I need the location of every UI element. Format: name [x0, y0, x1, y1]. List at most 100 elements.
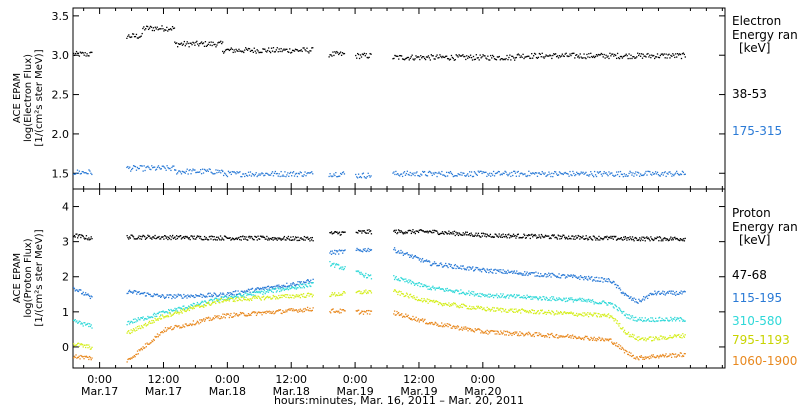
electron-data-point — [666, 57, 668, 59]
electron-data-point — [222, 170, 224, 173]
proton-data-point — [140, 327, 142, 330]
proton-data-point — [185, 236, 187, 238]
proton-data-point — [504, 330, 507, 333]
proton-data-point — [144, 317, 147, 320]
proton-data-point — [484, 294, 487, 296]
electron-data-point — [505, 171, 507, 173]
electron-data-point — [459, 55, 461, 57]
proton-data-point — [612, 317, 614, 320]
proton-data-point — [222, 292, 224, 294]
proton-data-point — [559, 277, 561, 279]
electron-data-point — [521, 172, 523, 175]
electron-data-point — [542, 172, 544, 174]
proton-data-point — [179, 326, 182, 328]
proton-data-point — [484, 309, 487, 312]
electron-data-point — [676, 56, 678, 58]
proton-data-point — [77, 342, 80, 344]
proton-data-point — [532, 309, 534, 311]
proton-data-point — [424, 318, 426, 321]
electron-data-point — [77, 52, 80, 54]
proton-data-point — [249, 291, 251, 293]
electron-data-point — [551, 57, 553, 60]
proton-data-point — [524, 333, 527, 336]
proton-data-point — [523, 335, 525, 337]
electron-data-point — [550, 55, 552, 57]
electron-data-point — [593, 170, 596, 173]
proton-data-point — [343, 291, 345, 293]
proton-data-point — [428, 298, 430, 301]
proton-data-point — [615, 286, 618, 289]
proton-data-point — [595, 280, 597, 282]
proton-data-point — [487, 269, 489, 271]
proton-data-point — [513, 333, 515, 336]
electron-data-point — [136, 166, 139, 169]
proton-data-point — [423, 230, 425, 233]
proton-data-point — [298, 239, 301, 241]
proton-data-point — [538, 297, 540, 300]
proton-data-point — [211, 294, 213, 296]
proton-data-point — [483, 233, 485, 235]
proton-data-point — [141, 236, 143, 238]
proton-data-point — [292, 236, 294, 238]
proton-data-point — [278, 284, 280, 286]
proton-data-point — [247, 293, 250, 296]
proton-data-point — [402, 233, 405, 235]
y-tick-label: 0 — [62, 341, 69, 354]
proton-data-point — [143, 347, 145, 350]
electron-data-point — [674, 173, 676, 175]
electron-data-point — [566, 172, 568, 175]
proton-data-point — [76, 322, 79, 324]
proton-data-point — [627, 353, 629, 356]
proton-data-point — [358, 249, 361, 252]
proton-data-point — [619, 309, 622, 311]
proton-data-point — [431, 300, 433, 302]
proton-data-point — [132, 236, 135, 238]
proton-data-point — [163, 329, 165, 331]
proton-data-point — [560, 274, 563, 277]
proton-data-point — [398, 279, 401, 282]
proton-data-point — [650, 317, 652, 319]
proton-data-point — [644, 297, 646, 299]
electron-data-point — [670, 54, 672, 57]
proton-data-point — [422, 230, 424, 232]
proton-data-point — [510, 236, 512, 238]
electron-data-point — [589, 173, 591, 176]
proton-data-point — [167, 314, 169, 317]
proton-data-point — [582, 277, 584, 279]
electron-data-point — [358, 57, 361, 60]
proton-data-point — [516, 233, 519, 236]
proton-data-point — [369, 313, 371, 315]
proton-data-point — [131, 321, 133, 323]
electron-data-point — [296, 49, 299, 51]
proton-data-point — [160, 332, 162, 334]
proton-data-point — [428, 285, 430, 288]
proton-data-point — [437, 323, 439, 325]
proton-data-point — [233, 238, 235, 241]
proton-data-point — [559, 238, 561, 240]
proton-data-point — [521, 332, 523, 334]
proton-data-point — [419, 285, 421, 288]
proton-data-point — [664, 319, 666, 322]
proton-data-point — [168, 308, 170, 311]
x-tick-time-label: 0:00 — [215, 373, 240, 386]
proton-data-point — [219, 292, 222, 294]
proton-data-point — [544, 298, 546, 300]
proton-data-point — [278, 309, 281, 311]
electron-data-point — [467, 57, 469, 59]
proton-data-point — [441, 303, 443, 306]
proton-data-point — [369, 290, 371, 292]
proton-data-point — [333, 252, 335, 254]
proton-data-point — [309, 285, 311, 287]
proton-data-point — [616, 308, 618, 311]
proton-data-point — [135, 327, 137, 329]
proton-data-point — [265, 312, 267, 315]
proton-data-point — [610, 281, 612, 284]
proton-data-point — [296, 310, 298, 312]
electron-legend: Electron Energy ran [keV] 38-53 175-315 — [732, 14, 798, 138]
proton-data-point — [211, 298, 213, 301]
electron-data-point — [488, 174, 490, 176]
proton-data-point — [338, 294, 341, 296]
proton-data-point — [254, 235, 256, 238]
proton-data-point — [127, 292, 129, 294]
electron-data-point — [666, 172, 668, 174]
